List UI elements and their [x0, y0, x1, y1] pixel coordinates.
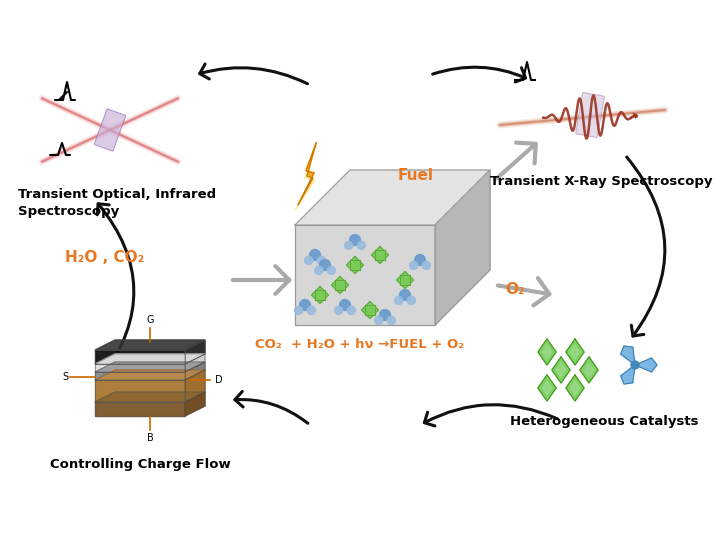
Polygon shape: [361, 301, 379, 319]
Polygon shape: [95, 362, 205, 372]
Polygon shape: [635, 358, 657, 372]
Polygon shape: [570, 346, 580, 359]
Circle shape: [294, 306, 302, 314]
Polygon shape: [295, 140, 318, 210]
Text: Heterogeneous Catalysts: Heterogeneous Catalysts: [510, 415, 698, 428]
Circle shape: [387, 316, 395, 325]
Text: S: S: [62, 372, 68, 382]
Text: Transient X-Ray Spectroscopy: Transient X-Ray Spectroscopy: [490, 175, 713, 188]
Circle shape: [379, 309, 390, 320]
Circle shape: [395, 296, 402, 305]
Text: O₂: O₂: [505, 282, 525, 298]
Circle shape: [408, 296, 415, 305]
Polygon shape: [346, 256, 364, 274]
Circle shape: [410, 261, 418, 269]
Text: Fuel: Fuel: [398, 167, 434, 183]
Polygon shape: [538, 339, 556, 365]
Text: Transient Optical, Infrared
Spectroscopy: Transient Optical, Infrared Spectroscopy: [18, 188, 216, 218]
Polygon shape: [95, 354, 205, 364]
Circle shape: [328, 266, 336, 274]
Polygon shape: [336, 280, 345, 289]
Polygon shape: [312, 286, 328, 303]
Polygon shape: [95, 370, 205, 380]
Polygon shape: [566, 375, 584, 401]
Polygon shape: [566, 339, 584, 365]
Circle shape: [357, 241, 365, 249]
Circle shape: [631, 361, 639, 369]
Polygon shape: [580, 357, 598, 383]
Text: D: D: [215, 375, 222, 385]
Polygon shape: [185, 354, 205, 372]
Polygon shape: [95, 380, 185, 402]
Circle shape: [347, 306, 356, 314]
Circle shape: [335, 306, 343, 314]
Polygon shape: [365, 305, 374, 315]
Polygon shape: [585, 363, 593, 376]
Polygon shape: [621, 346, 635, 365]
Circle shape: [340, 300, 351, 310]
Polygon shape: [542, 381, 552, 395]
Circle shape: [415, 254, 426, 265]
Text: B: B: [147, 433, 153, 443]
Polygon shape: [542, 346, 552, 359]
Polygon shape: [95, 350, 185, 364]
Polygon shape: [295, 170, 490, 225]
Polygon shape: [538, 375, 556, 401]
Polygon shape: [621, 365, 635, 384]
Circle shape: [318, 256, 325, 265]
Text: G: G: [146, 315, 154, 325]
Polygon shape: [95, 392, 205, 402]
FancyBboxPatch shape: [94, 109, 126, 151]
Polygon shape: [95, 364, 185, 372]
Circle shape: [310, 249, 320, 260]
Polygon shape: [185, 392, 205, 416]
Polygon shape: [185, 370, 205, 402]
Polygon shape: [557, 363, 565, 376]
Polygon shape: [95, 372, 185, 380]
Polygon shape: [185, 340, 205, 364]
Circle shape: [374, 316, 383, 325]
Polygon shape: [295, 225, 435, 325]
Circle shape: [400, 289, 410, 300]
Polygon shape: [331, 276, 348, 294]
Circle shape: [315, 266, 323, 274]
Polygon shape: [435, 170, 490, 325]
Circle shape: [320, 260, 330, 271]
Text: Controlling Charge Flow: Controlling Charge Flow: [50, 458, 230, 471]
Circle shape: [300, 300, 310, 310]
Circle shape: [350, 234, 361, 245]
Polygon shape: [375, 251, 384, 260]
Polygon shape: [397, 272, 413, 288]
Polygon shape: [552, 357, 570, 383]
FancyBboxPatch shape: [576, 92, 604, 138]
Polygon shape: [298, 143, 316, 205]
Polygon shape: [351, 260, 360, 269]
Circle shape: [422, 261, 431, 269]
Text: H₂O , CO₂: H₂O , CO₂: [65, 251, 144, 266]
Polygon shape: [372, 246, 389, 264]
Polygon shape: [95, 340, 205, 350]
Polygon shape: [570, 381, 580, 395]
Polygon shape: [185, 362, 205, 380]
Circle shape: [305, 256, 312, 265]
Circle shape: [307, 306, 315, 314]
Polygon shape: [400, 275, 410, 285]
Circle shape: [345, 241, 353, 249]
Text: CO₂  + H₂O + hν →FUEL + O₂: CO₂ + H₂O + hν →FUEL + O₂: [256, 339, 464, 352]
Polygon shape: [315, 291, 325, 300]
Polygon shape: [95, 402, 185, 416]
